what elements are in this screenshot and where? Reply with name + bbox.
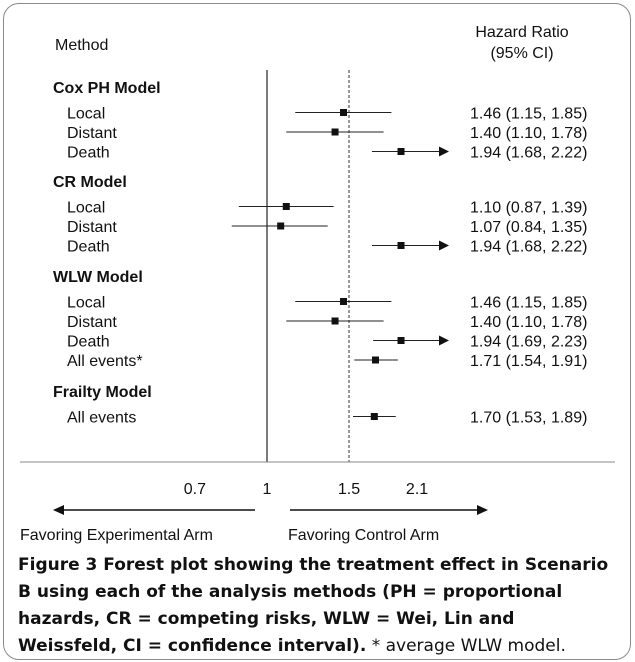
caption-text: Forest plot showing the treatment effect… bbox=[18, 555, 609, 656]
hr-ci-value: 1.71 (1.54, 1.91) bbox=[470, 353, 587, 370]
point-estimate bbox=[397, 148, 405, 155]
row-label: Distant bbox=[67, 314, 117, 331]
hr-ci-value: 1.40 (1.10, 1.78) bbox=[470, 125, 587, 142]
point-estimate bbox=[331, 317, 339, 325]
point-estimate bbox=[370, 413, 378, 420]
hr-ci-value: 1.46 (1.15, 1.85) bbox=[470, 106, 587, 123]
x-tick-label: 0.7 bbox=[184, 481, 206, 498]
hr-ci-value: 1.70 (1.53, 1.89) bbox=[470, 410, 587, 427]
x-tick-label: 2.1 bbox=[406, 481, 428, 498]
point-estimate bbox=[340, 109, 348, 116]
row-label: Distant bbox=[67, 125, 117, 142]
x-tick-label: 1 bbox=[263, 481, 272, 498]
caption-note: * average WLW model. bbox=[366, 636, 566, 656]
hr-ci-value: 1.40 (1.10, 1.78) bbox=[470, 314, 587, 331]
row-label: Local bbox=[67, 295, 105, 312]
x-tick-label: 1.5 bbox=[338, 481, 360, 498]
favoring-experimental-arrowhead bbox=[53, 505, 64, 515]
group-title: Frailty Model bbox=[53, 384, 152, 401]
row-label: Death bbox=[67, 239, 110, 256]
row-label: Distant bbox=[67, 219, 117, 236]
group-title: CR Model bbox=[53, 174, 127, 191]
favoring-control-arrowhead bbox=[477, 505, 488, 515]
point-estimate bbox=[397, 242, 405, 249]
favoring-control-label: Favoring Control Arm bbox=[288, 527, 439, 544]
ci-arrowhead bbox=[439, 335, 449, 346]
hr-ci-value: 1.94 (1.69, 2.23) bbox=[470, 334, 587, 351]
row-label: Death bbox=[67, 145, 110, 162]
hr-ci-value: 1.94 (1.68, 2.22) bbox=[470, 145, 587, 162]
forest-plot: Method Hazard Ratio (95% CI) 0.7 1 1.5 2.1 C… bbox=[20, 24, 615, 544]
ci-arrowhead bbox=[439, 146, 449, 157]
hr-ci-value: 1.10 (0.87, 1.39) bbox=[470, 200, 587, 217]
ci-header: (95% CI) bbox=[490, 45, 553, 62]
method-column-header: Method bbox=[55, 37, 108, 54]
hr-ci-value: 1.07 (0.84, 1.35) bbox=[470, 219, 587, 236]
point-estimate bbox=[277, 222, 285, 230]
hr-ci-value: 1.46 (1.15, 1.85) bbox=[470, 295, 587, 312]
hazard-ratio-header: Hazard Ratio bbox=[475, 24, 568, 41]
point-estimate bbox=[371, 356, 379, 364]
row-label: All events bbox=[67, 410, 136, 427]
figure-caption: Figure 3 Forest plot showing the treatme… bbox=[18, 552, 618, 660]
caption-label: Figure 3 bbox=[18, 555, 98, 575]
group-title: WLW Model bbox=[53, 269, 143, 286]
group-title: Cox PH Model bbox=[53, 80, 161, 97]
ci-arrowhead bbox=[439, 240, 449, 251]
point-estimate bbox=[340, 298, 348, 305]
row-label: All events* bbox=[67, 353, 143, 370]
row-label: Local bbox=[67, 106, 105, 123]
favoring-experimental-label: Favoring Experimental Arm bbox=[20, 527, 213, 544]
row-label: Local bbox=[67, 200, 105, 217]
row-label: Death bbox=[67, 334, 110, 351]
point-estimate bbox=[331, 128, 339, 136]
point-estimate bbox=[282, 203, 290, 210]
point-estimate bbox=[397, 337, 405, 344]
hr-ci-value: 1.94 (1.68, 2.22) bbox=[470, 239, 587, 256]
